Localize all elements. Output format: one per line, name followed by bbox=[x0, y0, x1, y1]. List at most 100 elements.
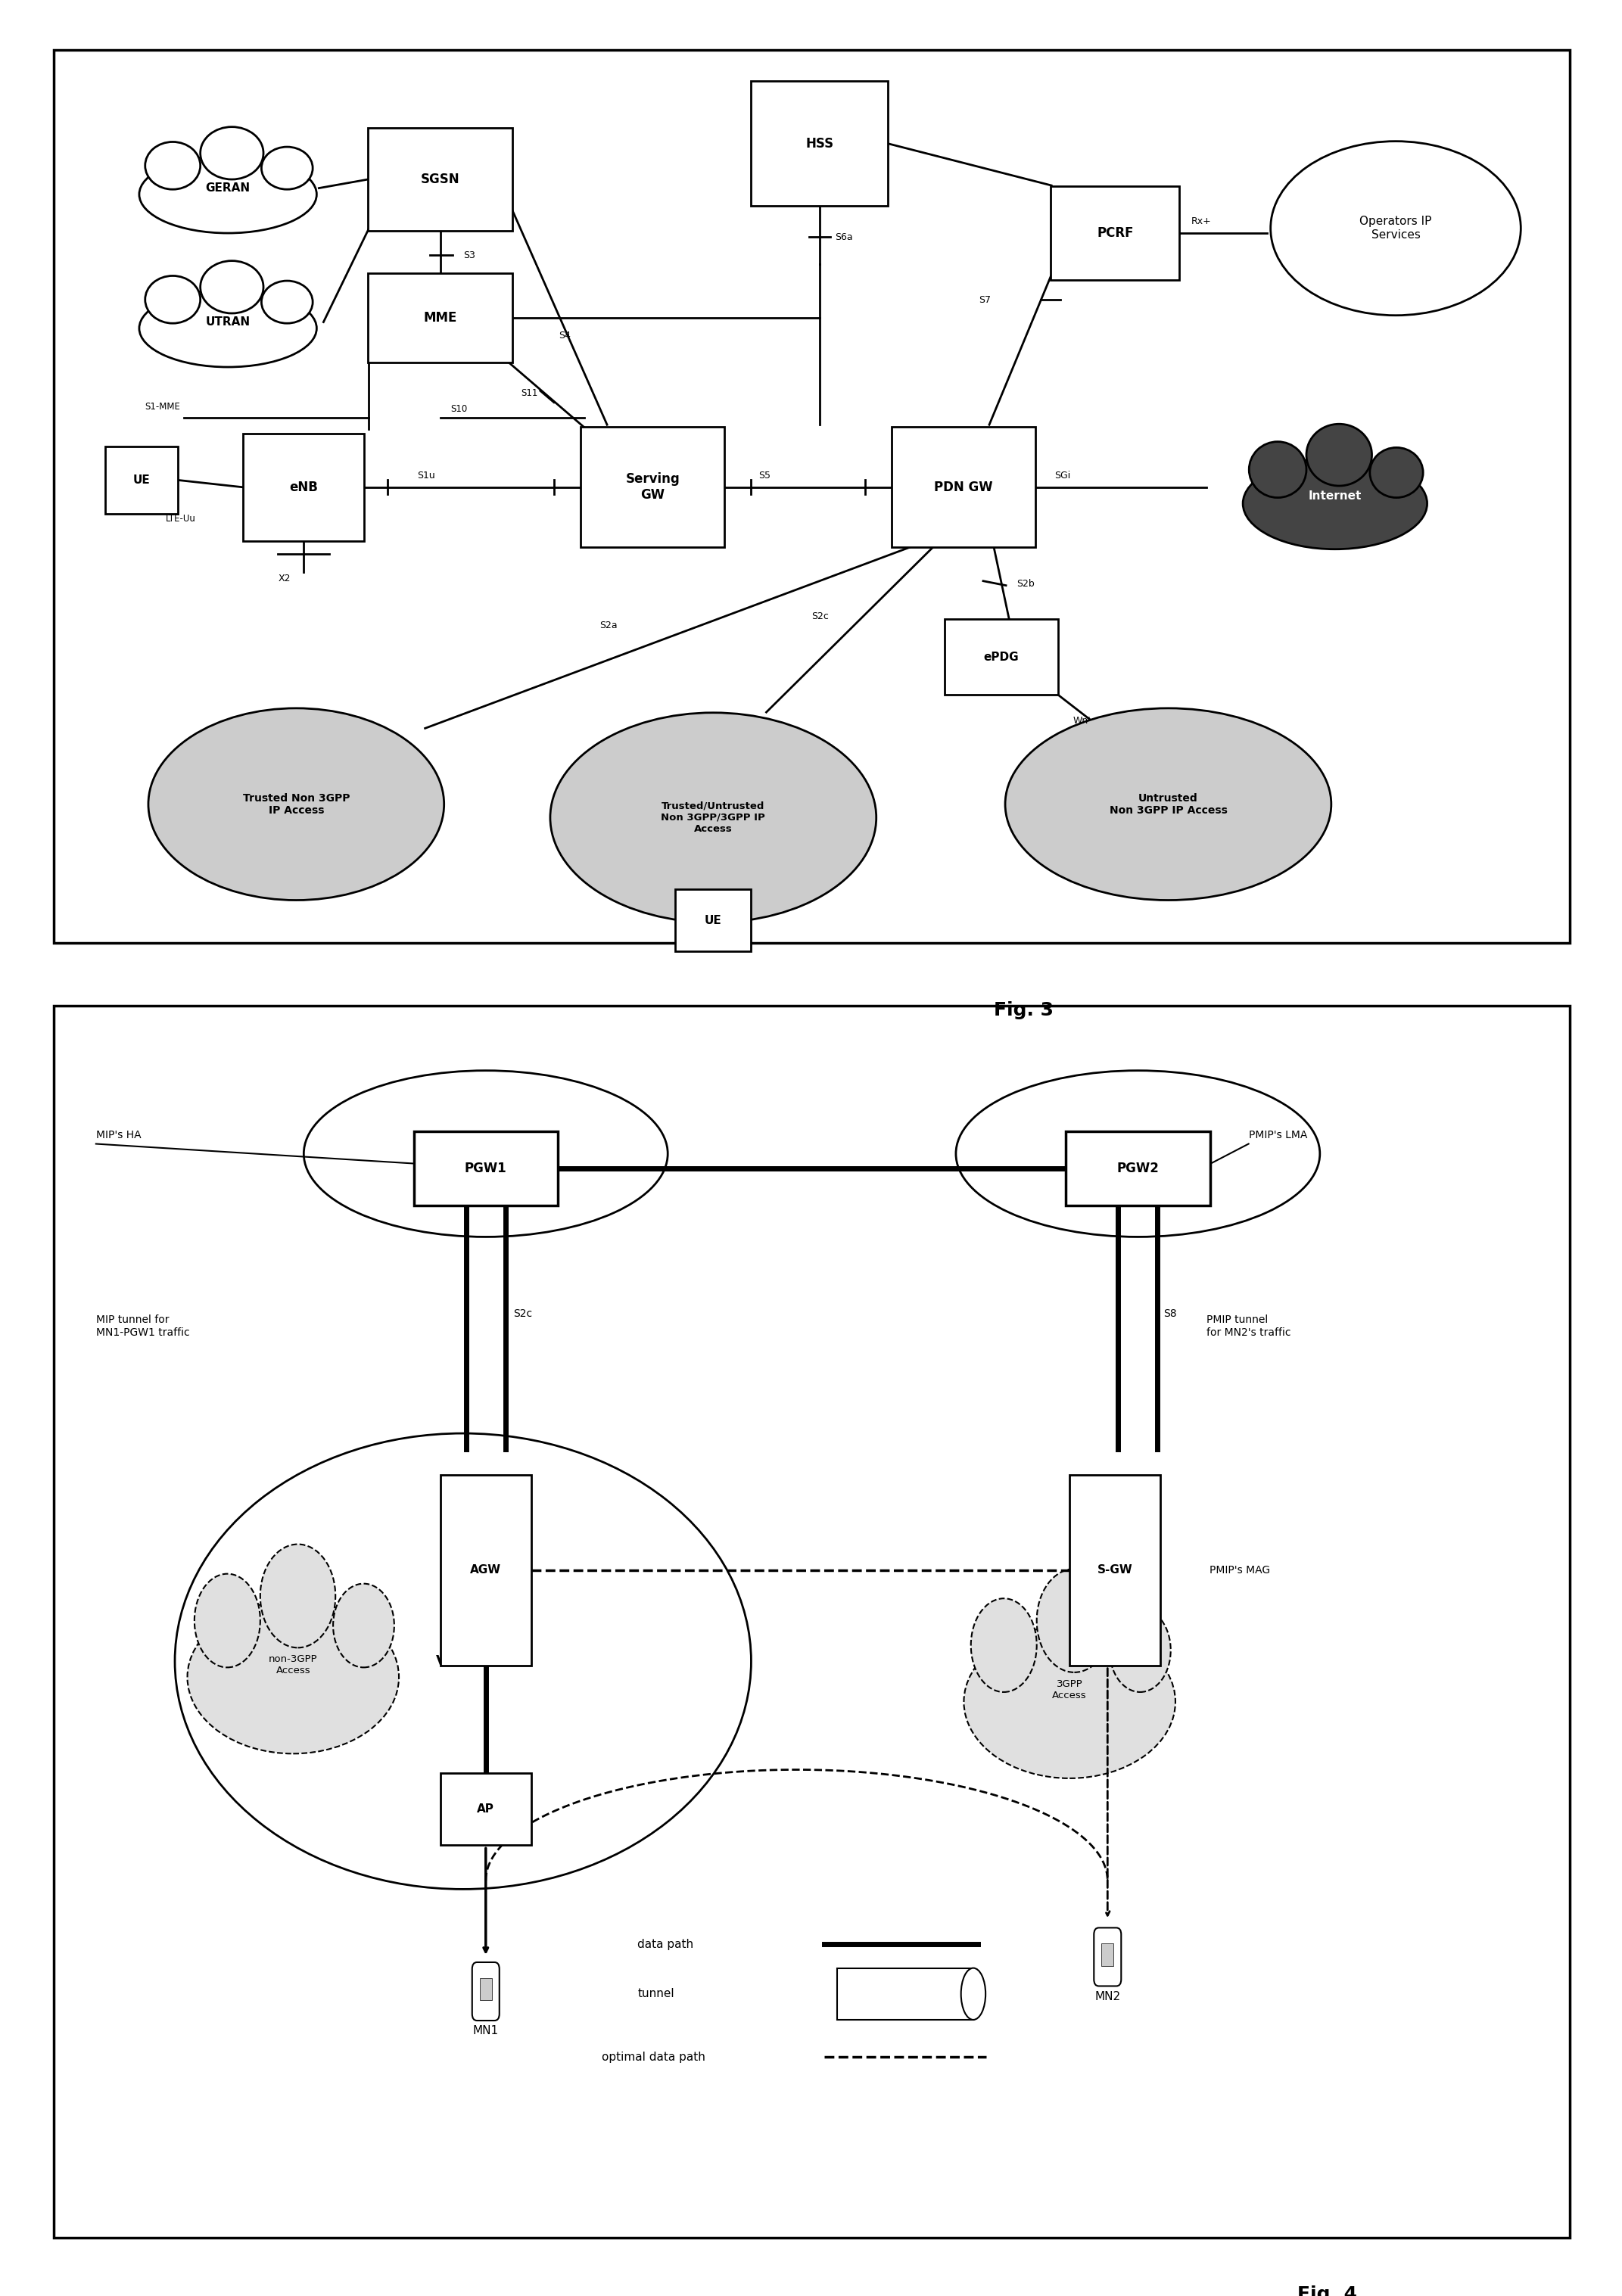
Ellipse shape bbox=[195, 1573, 260, 1667]
Text: S-GW: S-GW bbox=[1098, 1564, 1132, 1575]
Ellipse shape bbox=[261, 280, 313, 324]
Text: Fig. 4: Fig. 4 bbox=[1298, 2285, 1358, 2296]
Text: S2b: S2b bbox=[1017, 579, 1035, 588]
FancyBboxPatch shape bbox=[105, 448, 178, 514]
FancyBboxPatch shape bbox=[892, 427, 1035, 546]
FancyBboxPatch shape bbox=[243, 434, 365, 542]
Text: S8: S8 bbox=[1163, 1309, 1178, 1320]
Text: data path: data path bbox=[637, 1938, 694, 1949]
Text: Untrusted
Non 3GPP IP Access: Untrusted Non 3GPP IP Access bbox=[1109, 792, 1228, 815]
Text: eNB: eNB bbox=[289, 480, 318, 494]
Text: X2: X2 bbox=[277, 574, 290, 583]
Text: AP: AP bbox=[477, 1802, 495, 1814]
FancyBboxPatch shape bbox=[414, 1132, 558, 1205]
FancyBboxPatch shape bbox=[1101, 1942, 1114, 1965]
Text: PGW2: PGW2 bbox=[1116, 1162, 1160, 1176]
Text: S6a: S6a bbox=[835, 232, 853, 241]
Text: S10: S10 bbox=[451, 404, 467, 413]
Ellipse shape bbox=[303, 1070, 668, 1238]
Ellipse shape bbox=[261, 147, 313, 188]
FancyBboxPatch shape bbox=[1051, 186, 1179, 280]
FancyBboxPatch shape bbox=[1069, 1474, 1161, 1665]
Ellipse shape bbox=[139, 289, 316, 367]
Ellipse shape bbox=[960, 1968, 986, 2020]
Ellipse shape bbox=[260, 1545, 336, 1649]
Text: Serving
GW: Serving GW bbox=[626, 473, 680, 503]
Ellipse shape bbox=[550, 712, 876, 923]
FancyBboxPatch shape bbox=[54, 1006, 1570, 2239]
Text: S2c: S2c bbox=[513, 1309, 532, 1320]
Ellipse shape bbox=[175, 1433, 751, 1890]
Text: HSS: HSS bbox=[806, 138, 834, 149]
Text: UE: UE bbox=[704, 914, 722, 925]
Ellipse shape bbox=[1249, 441, 1306, 498]
Text: tunnel: tunnel bbox=[637, 1988, 675, 2000]
Text: ePDG: ePDG bbox=[983, 652, 1019, 664]
Text: PDN GW: PDN GW bbox=[934, 480, 993, 494]
Ellipse shape bbox=[1006, 707, 1332, 900]
Text: PMIP's MAG: PMIP's MAG bbox=[1208, 1566, 1270, 1575]
Text: MIP's HA: MIP's HA bbox=[96, 1130, 141, 1141]
FancyBboxPatch shape bbox=[368, 273, 513, 363]
Text: S7: S7 bbox=[978, 294, 991, 305]
Ellipse shape bbox=[333, 1584, 394, 1667]
FancyBboxPatch shape bbox=[581, 427, 725, 546]
Text: HPLMN2: HPLMN2 bbox=[1106, 1148, 1169, 1159]
Ellipse shape bbox=[148, 707, 444, 900]
Text: Trusted/Untrusted
Non 3GPP/3GPP IP
Access: Trusted/Untrusted Non 3GPP/3GPP IP Acces… bbox=[662, 801, 766, 833]
Text: S2c: S2c bbox=[813, 611, 829, 622]
Text: SGSN: SGSN bbox=[420, 172, 459, 186]
Ellipse shape bbox=[972, 1598, 1036, 1692]
Text: MIP tunnel for
MN1-PGW1 traffic: MIP tunnel for MN1-PGW1 traffic bbox=[96, 1316, 190, 1339]
Text: S4: S4 bbox=[558, 331, 571, 340]
Text: PGW1: PGW1 bbox=[464, 1162, 506, 1176]
Ellipse shape bbox=[144, 276, 201, 324]
Ellipse shape bbox=[188, 1600, 399, 1754]
FancyBboxPatch shape bbox=[675, 889, 751, 951]
Ellipse shape bbox=[201, 126, 263, 179]
Text: 3GPP
Access: 3GPP Access bbox=[1053, 1678, 1087, 1699]
Text: AGW: AGW bbox=[470, 1564, 501, 1575]
Text: optimal data path: optimal data path bbox=[602, 2053, 706, 2062]
Text: S5: S5 bbox=[759, 471, 770, 480]
FancyBboxPatch shape bbox=[751, 80, 887, 207]
Text: LTE-Uu: LTE-Uu bbox=[165, 514, 196, 523]
FancyBboxPatch shape bbox=[1066, 1132, 1210, 1205]
Text: Trusted Non 3GPP
IP Access: Trusted Non 3GPP IP Access bbox=[243, 792, 350, 815]
FancyBboxPatch shape bbox=[944, 620, 1058, 696]
Text: Internet: Internet bbox=[1309, 491, 1361, 503]
Ellipse shape bbox=[955, 1070, 1320, 1238]
Text: HPLMN1: HPLMN1 bbox=[454, 1148, 517, 1159]
Text: Operators IP
Services: Operators IP Services bbox=[1359, 216, 1432, 241]
Text: MME: MME bbox=[423, 310, 457, 324]
Text: non-3GPP
Access: non-3GPP Access bbox=[269, 1655, 318, 1676]
Text: Rx+: Rx+ bbox=[1191, 216, 1212, 225]
FancyBboxPatch shape bbox=[440, 1474, 532, 1665]
Ellipse shape bbox=[1306, 425, 1372, 487]
Text: UTRAN: UTRAN bbox=[206, 317, 250, 328]
FancyBboxPatch shape bbox=[480, 1977, 491, 2000]
Ellipse shape bbox=[139, 156, 316, 234]
Ellipse shape bbox=[963, 1626, 1176, 1779]
Text: SGi: SGi bbox=[1054, 471, 1071, 480]
FancyBboxPatch shape bbox=[837, 1968, 973, 2020]
FancyBboxPatch shape bbox=[472, 1963, 500, 2020]
FancyBboxPatch shape bbox=[54, 51, 1570, 944]
Ellipse shape bbox=[144, 142, 201, 188]
Text: UE: UE bbox=[133, 475, 151, 487]
Text: MN1: MN1 bbox=[474, 2025, 498, 2037]
Text: Wn': Wn' bbox=[1072, 716, 1090, 726]
Text: PMIP's LMA: PMIP's LMA bbox=[1249, 1130, 1307, 1141]
Ellipse shape bbox=[1109, 1607, 1171, 1692]
Text: PMIP tunnel
for MN2's traffic: PMIP tunnel for MN2's traffic bbox=[1207, 1316, 1291, 1339]
Text: S2a: S2a bbox=[600, 620, 618, 631]
Ellipse shape bbox=[1242, 457, 1427, 549]
FancyBboxPatch shape bbox=[1093, 1929, 1121, 1986]
Text: Fig. 3: Fig. 3 bbox=[994, 1001, 1054, 1019]
Ellipse shape bbox=[1036, 1568, 1113, 1671]
Ellipse shape bbox=[1270, 142, 1521, 315]
FancyBboxPatch shape bbox=[440, 1773, 532, 1844]
Text: PCRF: PCRF bbox=[1096, 225, 1134, 239]
Ellipse shape bbox=[1371, 448, 1422, 498]
Text: S1u: S1u bbox=[417, 471, 435, 480]
